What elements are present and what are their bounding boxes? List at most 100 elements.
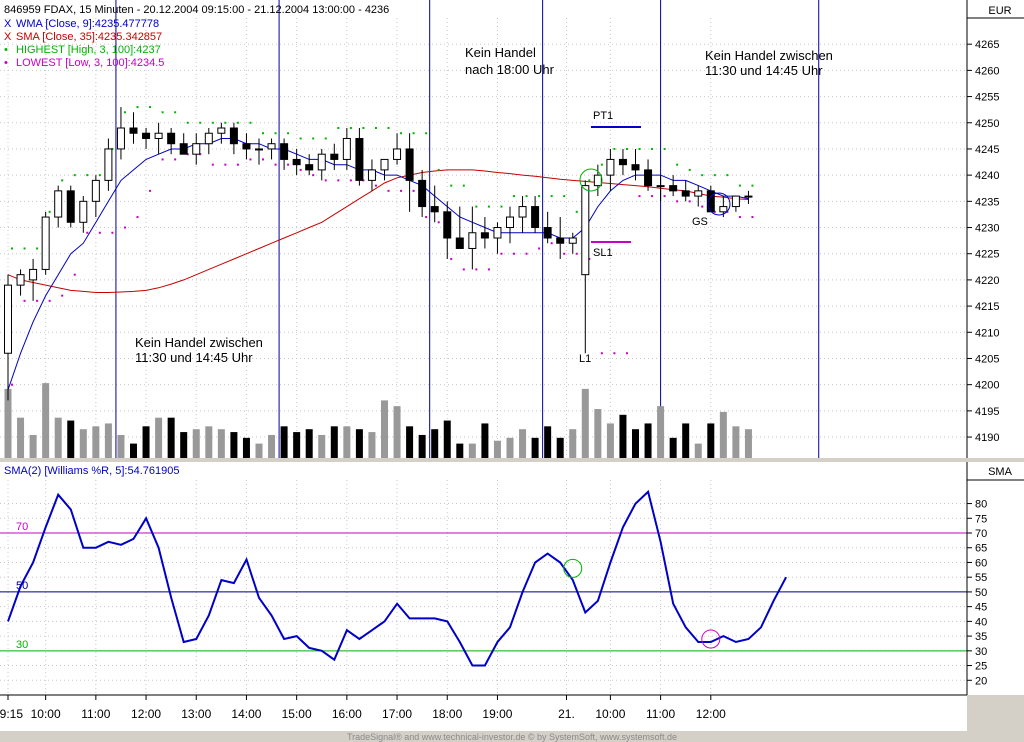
highest-dot bbox=[98, 174, 101, 177]
highest-dot bbox=[751, 184, 754, 187]
highest-dot bbox=[525, 195, 528, 198]
candle-body bbox=[731, 195, 740, 208]
highest-dot bbox=[513, 195, 515, 198]
indicator-tick-label: 30 bbox=[975, 646, 987, 658]
candle-body bbox=[104, 148, 113, 181]
volume-bar bbox=[556, 437, 564, 458]
indicator-tick-label: 60 bbox=[975, 557, 987, 569]
lowest-dot bbox=[236, 163, 239, 166]
candle-body bbox=[179, 143, 188, 155]
candle-body bbox=[267, 143, 276, 150]
highest-dot bbox=[575, 210, 578, 213]
highest-dot bbox=[450, 184, 453, 187]
candle-body bbox=[305, 164, 314, 171]
volume-bar bbox=[67, 420, 75, 458]
price-panel[interactable] bbox=[0, 0, 967, 458]
panel-separator[interactable] bbox=[0, 458, 1024, 462]
lowest-dot bbox=[738, 216, 741, 219]
signal-circle bbox=[701, 629, 721, 649]
exit-circle bbox=[707, 192, 731, 216]
lowest-dot bbox=[638, 195, 641, 198]
volume-bar bbox=[330, 426, 338, 458]
time-tick-label: 12:00 bbox=[131, 707, 161, 721]
lowest-dot bbox=[387, 189, 390, 192]
corner-box bbox=[967, 695, 1024, 731]
note-3-line-2: 11:30 und 14:45 Uhr bbox=[705, 63, 823, 78]
candle-body bbox=[242, 143, 251, 150]
highest-dot bbox=[412, 132, 415, 135]
level-label: 30 bbox=[16, 639, 28, 651]
lowest-dot bbox=[751, 216, 754, 219]
lowest-dot bbox=[174, 158, 177, 161]
lowest-dot bbox=[48, 299, 51, 302]
indicator-tick-label: 80 bbox=[975, 499, 987, 511]
highest-dot bbox=[324, 137, 327, 140]
highest-dot bbox=[676, 163, 679, 166]
highest-dot bbox=[236, 121, 239, 124]
volume-bar bbox=[632, 429, 639, 458]
candle-body bbox=[455, 237, 464, 249]
lowest-dot bbox=[136, 216, 139, 219]
highest-dot bbox=[123, 111, 126, 114]
indicator-panel[interactable] bbox=[0, 462, 967, 695]
volume-bar bbox=[280, 426, 288, 458]
candle-body bbox=[292, 158, 301, 166]
price-tick-label: 4195 bbox=[975, 406, 999, 418]
highest-dot bbox=[262, 132, 264, 135]
volume-bar bbox=[418, 434, 426, 458]
lowest-dot bbox=[437, 221, 440, 224]
volume-bar bbox=[707, 423, 715, 458]
candle-body bbox=[79, 200, 88, 223]
price-tick-label: 4225 bbox=[975, 249, 999, 261]
price-tick-label: 4215 bbox=[975, 301, 999, 313]
lowest-dot bbox=[224, 163, 227, 166]
price-axis-unit: EUR bbox=[988, 5, 1011, 17]
price-tick-label: 4240 bbox=[975, 170, 999, 182]
time-tick-label: 11:00 bbox=[646, 707, 675, 721]
candle-body bbox=[255, 148, 263, 151]
highest-dot bbox=[538, 195, 541, 198]
highest-dot bbox=[174, 111, 177, 114]
candle-body bbox=[518, 206, 527, 218]
candle-body bbox=[694, 190, 703, 197]
time-axis-labels: 09:15 10:00 11:00 12:00 13:00 14:00 15:00 16:00… bbox=[0, 695, 726, 721]
lowest-dot bbox=[274, 163, 277, 166]
lowest-dot bbox=[324, 179, 327, 182]
candle-body bbox=[355, 137, 364, 181]
price-tick-label: 4235 bbox=[975, 196, 999, 208]
volume-bar bbox=[732, 426, 740, 458]
candle-body bbox=[556, 237, 565, 244]
note-3-line-1: Kein Handel zwischen bbox=[705, 48, 833, 63]
highest-dot bbox=[36, 247, 39, 250]
indicator-axis-area bbox=[967, 462, 1024, 695]
lowest-dot bbox=[349, 179, 352, 182]
note-1-line-2: 11:30 und 14:45 Uhr bbox=[135, 350, 253, 365]
volume-bar bbox=[544, 426, 552, 458]
candle-body bbox=[129, 127, 138, 134]
indicator-tick-label: 25 bbox=[975, 661, 987, 673]
volume-bar bbox=[130, 443, 137, 458]
footer-bar bbox=[0, 731, 1024, 742]
level-label: 70 bbox=[16, 521, 28, 533]
lowest-dot bbox=[550, 242, 553, 245]
time-axis[interactable] bbox=[0, 695, 967, 731]
volume-bar bbox=[406, 426, 414, 458]
volume-bar bbox=[481, 423, 489, 458]
lowest-dot bbox=[249, 158, 252, 161]
volume-bar bbox=[744, 429, 752, 458]
lowest-dot bbox=[262, 158, 264, 161]
time-tick-label: 14:00 bbox=[231, 707, 261, 721]
lowest-dot bbox=[123, 226, 126, 229]
indicator-tick-label: 55 bbox=[975, 572, 987, 584]
candle-body bbox=[229, 127, 238, 145]
highest-dot bbox=[136, 106, 139, 109]
volume-bar bbox=[657, 406, 665, 458]
candle-body bbox=[568, 237, 577, 244]
lowest-dot bbox=[651, 195, 654, 198]
volume-bar bbox=[192, 429, 200, 458]
highest-dot bbox=[625, 147, 628, 150]
legend-icon: X bbox=[4, 31, 12, 43]
legend-icon: • bbox=[4, 57, 8, 69]
candle-body bbox=[405, 148, 414, 181]
sma-line-group bbox=[7, 169, 749, 293]
